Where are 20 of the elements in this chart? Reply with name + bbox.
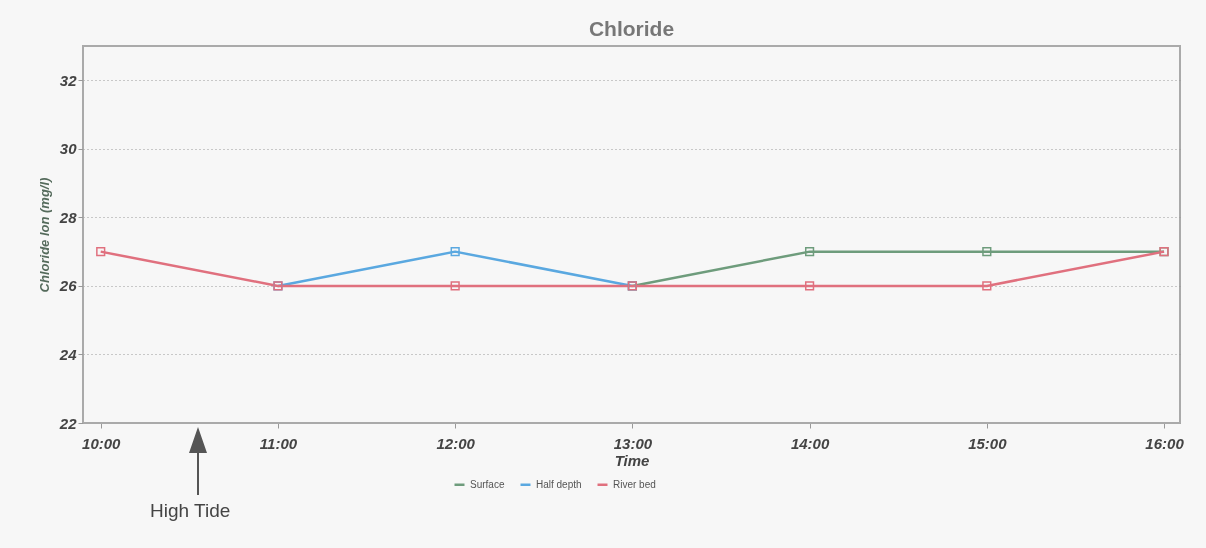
- text: High Tide: [150, 500, 231, 522]
- x-tick-label: 14:00: [790, 434, 830, 452]
- y-tick-label: 24: [58, 345, 78, 363]
- legend-label: Half depth: [536, 478, 582, 490]
- x-tick-label: 13:00: [613, 434, 653, 452]
- legend-label: River bed: [613, 478, 656, 490]
- y-axis-title: Chloride Ion (mg/l): [36, 177, 52, 293]
- y-tick-label: 22: [58, 414, 78, 432]
- x-tick-label: 11:00: [259, 434, 298, 452]
- legend-label: Surface: [470, 478, 505, 490]
- y-tick-label: 32: [59, 71, 78, 89]
- y-tick-label: 26: [58, 277, 78, 295]
- x-axis-title: Time: [614, 451, 650, 469]
- x-tick-label: 10:00: [82, 434, 122, 452]
- x-tick-label: 16:00: [1145, 434, 1185, 452]
- x-tick-label: 12:00: [436, 434, 476, 452]
- chart-title: Chloride: [588, 17, 675, 40]
- x-tick-label: 15:00: [968, 434, 1008, 452]
- y-tick-label: 30: [59, 140, 78, 158]
- y-tick-label: 28: [58, 208, 78, 226]
